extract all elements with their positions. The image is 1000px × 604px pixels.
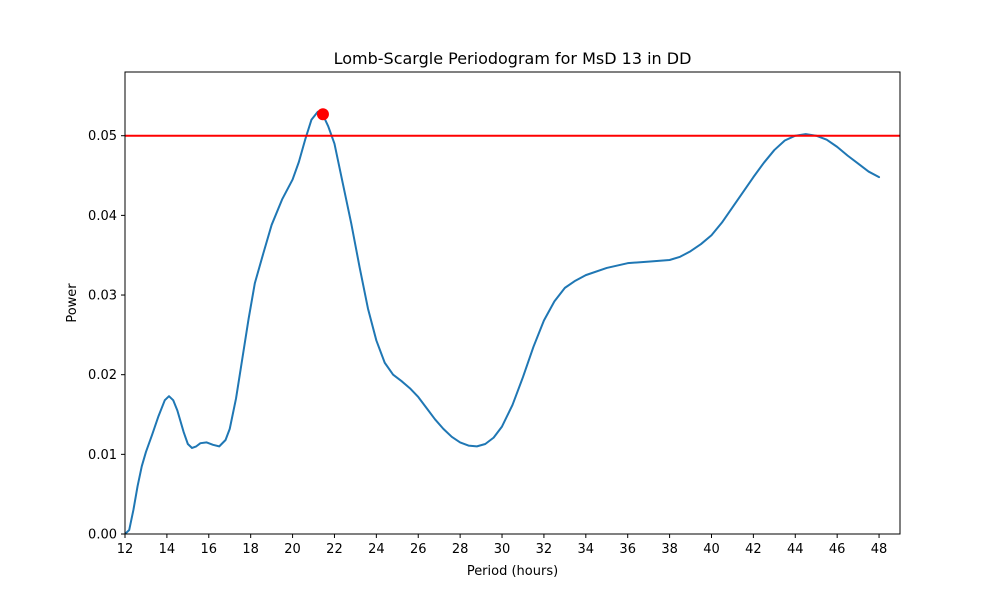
x-tick-label: 12 <box>117 542 134 557</box>
x-tick-label: 22 <box>326 542 343 557</box>
power-series-line <box>125 110 881 534</box>
x-tick-label: 42 <box>745 542 762 557</box>
x-tick-label: 32 <box>536 542 553 557</box>
x-tick-label: 40 <box>703 542 720 557</box>
x-tick-label: 38 <box>661 542 678 557</box>
peak-marker <box>316 108 329 121</box>
x-tick-label: 48 <box>871 542 888 557</box>
x-tick-label: 24 <box>368 542 385 557</box>
y-tick-label: 0.04 <box>88 209 117 224</box>
axes-frame <box>124 71 901 535</box>
x-tick-label: 28 <box>452 542 469 557</box>
y-tick-label: 0.00 <box>88 528 117 543</box>
x-axis: 12 14 16 18 20 22 24 26 28 30 32 34 36 38 40 42 44 46 48 <box>117 534 888 557</box>
x-tick-label: 34 <box>578 542 595 557</box>
y-tick-label: 0.02 <box>88 368 117 383</box>
y-tick-label: 0.01 <box>88 448 117 463</box>
x-tick-label: 16 <box>201 542 218 557</box>
x-tick-label: 18 <box>242 542 259 557</box>
y-tick-label: 0.05 <box>88 129 117 144</box>
x-tick-label: 20 <box>284 542 301 557</box>
x-tick-label: 36 <box>619 542 636 557</box>
x-axis-label: Period (hours) <box>467 564 558 579</box>
x-tick-label: 46 <box>829 542 846 557</box>
y-axis: 0.00 0.01 0.02 0.03 0.04 0.05 <box>88 129 125 543</box>
chart-title: Lomb-Scargle Periodogram for MsD 13 in D… <box>334 49 692 68</box>
y-axis-label: Power <box>65 283 80 323</box>
x-tick-label: 14 <box>159 542 176 557</box>
y-tick-label: 0.03 <box>88 289 117 304</box>
x-tick-label: 30 <box>494 542 511 557</box>
plot-area <box>124 71 901 535</box>
x-tick-label: 44 <box>787 542 804 557</box>
x-tick-label: 26 <box>410 542 427 557</box>
series-layer <box>125 108 900 534</box>
